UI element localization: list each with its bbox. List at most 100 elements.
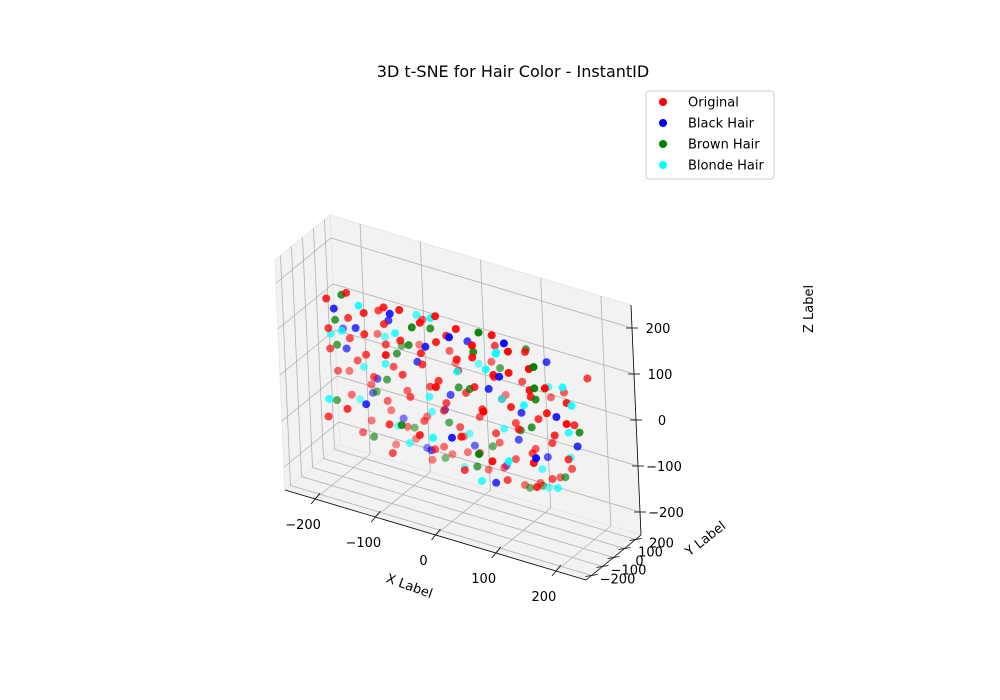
- point-original: [403, 386, 412, 395]
- grid-line-back-z: [336, 375, 639, 467]
- x-tick: [370, 510, 381, 523]
- point-original: [326, 344, 335, 353]
- point-original: [324, 412, 333, 421]
- point-original: [432, 338, 440, 347]
- legend-marker: [659, 119, 667, 127]
- point-original: [369, 372, 378, 381]
- y-tick-label: −100: [611, 564, 647, 579]
- point-original: [500, 463, 509, 472]
- x-tick: [310, 492, 321, 505]
- point-original: [428, 455, 437, 464]
- point-brown-hair: [527, 423, 536, 432]
- point-original: [490, 341, 499, 350]
- point-black-hair: [484, 384, 493, 393]
- point-brown-hair: [383, 375, 392, 384]
- point-original: [418, 360, 427, 369]
- x-tick: [491, 546, 502, 559]
- point-original: [385, 420, 394, 429]
- point-blonde-hair: [474, 359, 483, 368]
- scatter-points: [322, 288, 592, 493]
- grid-line-floor-y: [323, 458, 625, 549]
- point-blonde-hair: [504, 457, 513, 466]
- point-brown-hair: [575, 428, 584, 437]
- point-original: [562, 420, 571, 429]
- point-brown-hair: [526, 483, 534, 492]
- point-original: [518, 377, 527, 386]
- y-tick: [596, 565, 609, 568]
- point-black-hair: [514, 435, 523, 444]
- point-brown-hair: [475, 450, 483, 458]
- point-black-hair: [448, 433, 456, 442]
- point-original: [345, 334, 354, 343]
- point-blonde-hair: [429, 433, 438, 442]
- point-original: [426, 382, 435, 391]
- point-blonde-hair: [354, 301, 363, 310]
- grid-line-left-z: [281, 375, 338, 422]
- point-original: [511, 455, 520, 464]
- point-original: [398, 370, 407, 379]
- point-original: [420, 416, 429, 425]
- point-brown-hair: [531, 395, 540, 404]
- point-original: [431, 445, 440, 454]
- point-blonde-hair: [391, 329, 400, 338]
- point-original: [484, 465, 493, 474]
- point-black-hair: [470, 441, 479, 450]
- point-brown-hair: [372, 387, 381, 396]
- point-original: [463, 448, 472, 457]
- point-black-hair: [342, 344, 351, 353]
- point-original: [415, 318, 424, 327]
- point-original: [362, 350, 371, 359]
- point-blonde-hair: [325, 394, 334, 403]
- point-original: [416, 349, 425, 358]
- point-blonde-hair: [497, 395, 506, 404]
- point-blonde-hair: [453, 367, 462, 376]
- x-tick-label: 0: [419, 554, 427, 569]
- point-black-hair: [532, 454, 541, 463]
- point-black-hair: [517, 408, 526, 417]
- point-original: [507, 403, 515, 412]
- legend-marker: [659, 98, 667, 106]
- y-tick: [629, 538, 642, 541]
- point-original: [359, 309, 368, 317]
- point-original: [344, 313, 353, 322]
- legend-label: Blonde Hair: [688, 159, 764, 174]
- x-tick-label: 200: [531, 590, 556, 605]
- point-black-hair: [543, 453, 552, 462]
- point-original: [439, 406, 448, 415]
- chart-title: 3D t-SNE for Hair Color - InstantID: [377, 62, 649, 81]
- point-original: [353, 356, 362, 365]
- point-original: [479, 407, 488, 416]
- point-original: [387, 406, 396, 415]
- point-original: [383, 396, 392, 405]
- point-original: [367, 416, 376, 425]
- point-black-hair: [573, 442, 582, 451]
- grid-line-left-z: [277, 283, 334, 330]
- point-original: [534, 415, 543, 424]
- point-blonde-hair: [478, 477, 486, 485]
- z-tick-label: −100: [646, 460, 682, 475]
- point-original: [457, 432, 466, 441]
- grid-line-left-z: [283, 421, 340, 468]
- legend-label: Brown Hair: [688, 138, 760, 153]
- y-tick: [585, 574, 598, 577]
- point-original: [448, 450, 457, 459]
- point-blonde-hair: [538, 465, 547, 474]
- grid-line-back-z: [332, 283, 635, 375]
- point-original: [532, 483, 541, 492]
- point-brown-hair: [441, 453, 450, 462]
- point-blonde-hair: [405, 439, 414, 447]
- y-tick-label: 0: [635, 555, 643, 570]
- point-original: [503, 476, 512, 485]
- point-brown-hair: [473, 462, 482, 471]
- legend: Original Black Hair Brown Hair Blonde Hair: [645, 90, 775, 180]
- point-blonde-hair: [519, 401, 528, 410]
- legend-label: Black Hair: [688, 117, 755, 132]
- point-original: [492, 429, 501, 438]
- point-original: [583, 374, 592, 383]
- point-original: [396, 336, 405, 345]
- point-blonde-hair: [481, 365, 490, 374]
- point-original: [415, 340, 424, 349]
- point-brown-hair: [426, 324, 435, 333]
- point-original: [434, 376, 443, 385]
